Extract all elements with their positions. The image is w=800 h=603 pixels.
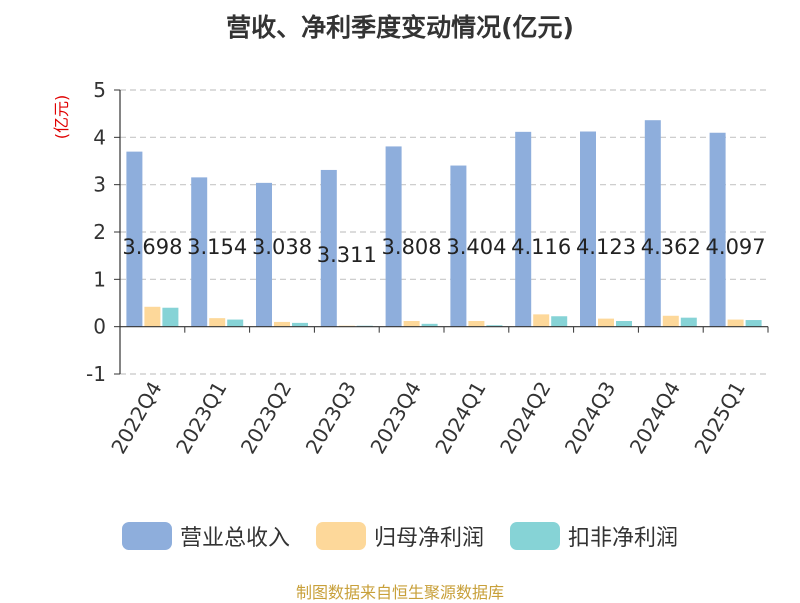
- legend-label-net-profit: 归母净利润: [373, 526, 484, 551]
- x-tick-label: 2025Q1: [689, 377, 749, 458]
- bar: [616, 320, 632, 327]
- x-tick-label: 2023Q3: [301, 377, 361, 458]
- bar: [256, 182, 272, 327]
- legend-item-net-profit[interactable]: 归母净利润: [315, 520, 484, 552]
- x-tick-label: 2023Q4: [365, 377, 425, 458]
- bar: [598, 318, 614, 327]
- data-label: 4.123: [576, 235, 636, 259]
- y-tick-label: 2: [93, 220, 106, 244]
- data-labels: 3.698 3.154 3.038 3.311 3.808 3.404 4.116 4.123…: [122, 235, 765, 267]
- legend-item-deducted-profit[interactable]: 扣非净利润: [510, 520, 678, 552]
- x-tick-label: 2024Q2: [495, 377, 555, 458]
- data-label: 3.038: [252, 235, 312, 259]
- bar: [320, 169, 337, 327]
- y-tick-label: 0: [93, 315, 106, 339]
- data-label: 4.116: [511, 235, 571, 259]
- y-tick-labels: -1 0 1 2 3 4 5: [86, 78, 106, 386]
- bar: [450, 165, 467, 327]
- legend-swatch-revenue: [121, 522, 172, 550]
- x-tick-label: 2023Q2: [236, 377, 296, 458]
- bar: [644, 120, 661, 327]
- bar: [727, 319, 744, 327]
- bar: [551, 316, 568, 327]
- x-tick-label: 2024Q1: [430, 377, 490, 458]
- bar: [274, 321, 290, 327]
- data-label: 3.698: [122, 235, 182, 259]
- bar: [209, 318, 226, 327]
- data-label: 3.808: [382, 235, 442, 259]
- y-tick-label: 1: [93, 267, 106, 291]
- x-tick-label: 2024Q3: [560, 377, 620, 458]
- bar: [486, 325, 503, 327]
- bar: [227, 319, 244, 327]
- bar: [191, 177, 208, 327]
- bar: [745, 320, 762, 327]
- data-label: 3.404: [446, 235, 506, 259]
- bar: [468, 320, 485, 327]
- x-tick-label: 2023Q1: [171, 377, 231, 458]
- bar: [662, 315, 679, 327]
- bar: [292, 322, 308, 327]
- bar: [515, 131, 532, 327]
- legend-label-deducted-profit: 扣非净利润: [568, 526, 679, 551]
- x-tick-label: 2022Q4: [106, 377, 166, 458]
- y-tick-label: -1: [86, 362, 106, 386]
- bar: [126, 151, 143, 327]
- bar: [580, 131, 596, 327]
- data-source: 制图数据来自恒生聚源数据库: [295, 583, 504, 602]
- data-label: 3.311: [317, 243, 377, 267]
- y-tick-label: 3: [93, 173, 106, 197]
- bar: [385, 146, 402, 327]
- axes: [114, 89, 769, 375]
- data-label: 4.362: [641, 235, 701, 259]
- bar: [421, 323, 438, 327]
- y-tick-label: 5: [93, 78, 106, 102]
- bar: [144, 306, 161, 327]
- x-tick-label: 2024Q4: [625, 377, 685, 458]
- legend-swatch-net-profit: [315, 522, 366, 550]
- bar: [680, 317, 697, 327]
- legend-label-revenue: 营业总收入: [179, 526, 290, 551]
- legend: 营业总收入 归母净利润 扣非净利润: [0, 520, 800, 552]
- y-tick-label: 4: [93, 125, 106, 149]
- data-label: 3.154: [187, 235, 247, 259]
- data-label: 4.097: [706, 235, 766, 259]
- legend-swatch-deducted-profit: [510, 522, 560, 550]
- bar: [533, 314, 550, 327]
- chart-title: 营收、净利季度变动情况(亿元): [226, 13, 574, 42]
- legend-item-revenue[interactable]: 营业总收入: [121, 520, 290, 552]
- bar: [162, 307, 179, 327]
- bar: [709, 132, 726, 327]
- x-tick-labels: 2022Q4 2023Q1 2023Q2 2023Q3 2023Q4 2024Q1 2024…: [106, 377, 750, 458]
- bar: [403, 320, 420, 327]
- bars: [126, 120, 762, 327]
